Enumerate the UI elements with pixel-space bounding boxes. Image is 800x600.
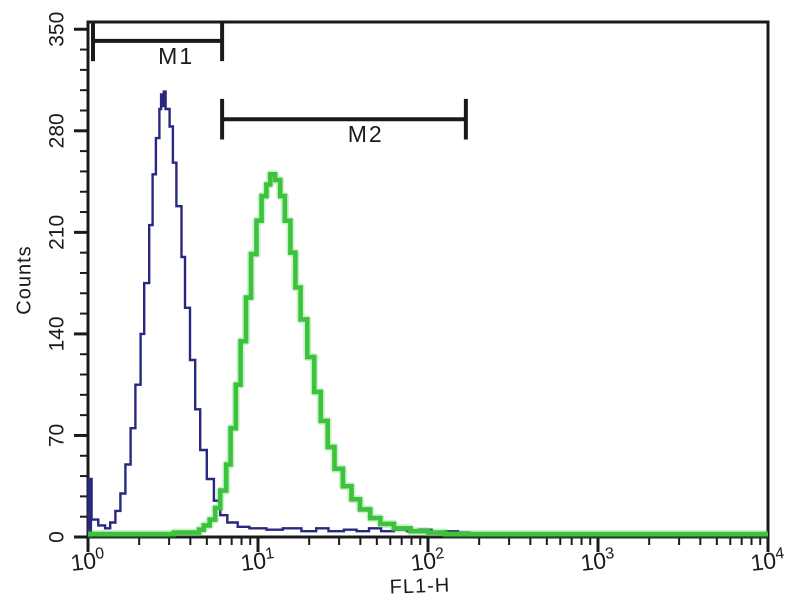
marker-m1: M1: [90, 20, 225, 69]
blue-outline-histogram-curve: [88, 90, 471, 534]
y-tick-label: 140: [46, 316, 69, 351]
x-axis-title: FL1-H: [389, 574, 451, 599]
y-tick-label: 350: [46, 12, 69, 47]
x-tick-label: 104: [749, 545, 787, 576]
green-thick-histogram-curve: [88, 172, 768, 537]
x-tick-label: 101: [239, 545, 277, 576]
x-tick-label: 102: [409, 545, 447, 576]
y-tick-label: 210: [46, 215, 69, 250]
marker-label: M1: [158, 43, 194, 69]
y-tick-label: 70: [46, 424, 69, 447]
y-tick-label: 280: [46, 113, 69, 148]
x-tick-label: 103: [579, 545, 617, 576]
x-tick-label: 100: [69, 545, 107, 576]
y-tick-label: 0: [46, 531, 69, 543]
marker-m2: M2: [220, 98, 468, 147]
y-axis-title: Counts: [13, 245, 36, 315]
plot-box: [86, 20, 770, 539]
marker-label: M2: [348, 121, 384, 147]
